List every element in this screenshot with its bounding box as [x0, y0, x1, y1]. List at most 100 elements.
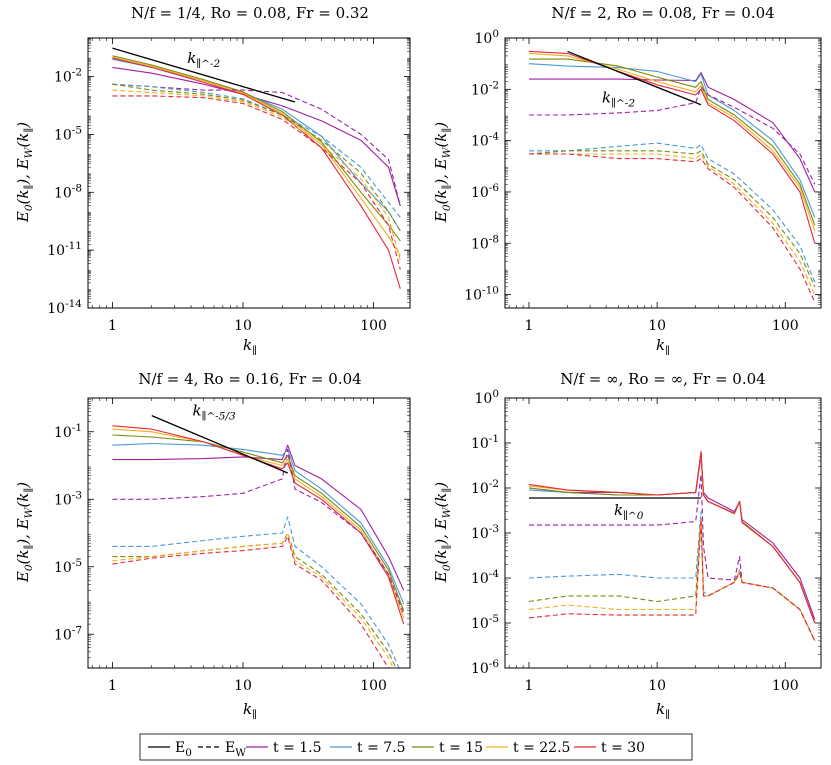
x-axis-label: k∥	[243, 700, 257, 721]
series-line-E0-15	[112, 55, 401, 242]
series-line-E0-1.5	[528, 455, 816, 620]
legend-label: t = 7.5	[357, 740, 406, 756]
legend-label: EW	[225, 740, 246, 759]
legend: E0 EW t = 1.5 t = 7.5 t = 15 t = 22.5 t = 30	[139, 733, 693, 761]
reference-slope-line	[151, 415, 288, 474]
y-axis-label: E0(k∥), EW(k∥)	[432, 482, 453, 583]
series-line-EW-15	[528, 518, 816, 642]
series-line-EW-7.5	[529, 142, 816, 283]
series-line-EW-15	[528, 150, 816, 288]
series-line-E0-22.5	[112, 56, 401, 257]
series-line-E0-22.5	[528, 452, 816, 624]
series-line-E0-1.5	[112, 66, 401, 206]
y-tick-label: 10-2	[471, 79, 499, 98]
y-tick-label: 10-5	[54, 124, 82, 143]
series-line-E0-22.5	[112, 428, 405, 619]
y-tick-label: 10-3	[471, 523, 499, 542]
x-tick-label: 100	[360, 318, 387, 334]
series-line-EW-7.5	[112, 516, 400, 668]
y-tick-label: 10-6	[471, 182, 499, 201]
slope-annotation: k∥^-2	[187, 49, 220, 70]
series-line-EW-22.5	[528, 518, 816, 642]
x-tick-label: 1	[108, 318, 117, 334]
x-axis-label: k∥	[656, 700, 670, 721]
legend-label: t = 30	[601, 740, 645, 756]
y-tick-label: 10-8	[471, 233, 499, 252]
reference-slope-line	[567, 50, 702, 106]
chart-panel-2: N/f = 2, Ro = 0.08, Fr = 0.04 k∥ E0(k∥), E…	[432, 4, 822, 357]
series-line-E0-15	[529, 58, 816, 226]
chart-title: N/f = 2, Ro = 0.08, Fr = 0.04	[551, 4, 774, 22]
slope-annotation: k∥^-5/3	[192, 402, 236, 423]
legend-label: t = 15	[439, 740, 483, 756]
x-tick-label: 10	[234, 318, 252, 334]
x-tick-label: 10	[234, 678, 252, 694]
series-group	[112, 47, 401, 289]
series-line-EW-1.5	[529, 473, 816, 642]
chart-title: N/f = 4, Ro = 0.16, Fr = 0.04	[138, 370, 361, 388]
y-tick-label: 10-4	[471, 131, 499, 150]
series-group	[528, 450, 816, 642]
x-tick-label: 100	[772, 678, 799, 694]
reference-slope-line	[112, 47, 296, 103]
y-axis-label: E0(k∥), EW(k∥)	[432, 122, 453, 223]
chart-panel-3: N/f = 4, Ro = 0.16, Fr = 0.04 k∥ E0(k∥), E…	[14, 370, 411, 721]
x-tick-label: 1	[525, 318, 534, 334]
x-tick-label: 10	[648, 318, 666, 334]
y-tick-label: 10-8	[54, 182, 82, 201]
slope-annotation: k∥^-2	[602, 89, 635, 110]
chart-title: N/f = 1/4, Ro = 0.08, Fr = 0.32	[131, 4, 369, 22]
y-tick-label: 10-4	[471, 568, 499, 587]
x-axis-label: k∥	[243, 336, 257, 357]
slope-annotation: k∥^0	[614, 501, 644, 522]
x-tick-label: 10	[648, 678, 666, 694]
series-line-E0-1.5	[112, 444, 405, 591]
y-tick-label: 10-11	[47, 240, 82, 259]
y-tick-label: 10-3	[54, 489, 82, 508]
y-tick-label: 10-5	[54, 557, 82, 576]
series-line-E0-7.5	[528, 63, 816, 218]
y-tick-label: 10-1	[54, 422, 82, 441]
series-line-E0-7.5	[528, 452, 816, 624]
series-line-E0-30	[112, 425, 405, 625]
series-line-E0-15	[528, 452, 816, 624]
series-line-EW-22.5	[112, 89, 401, 261]
series-line-E0-7.5	[112, 58, 401, 232]
series-line-E0-15	[112, 434, 405, 611]
y-tick-label: 10-6	[471, 658, 499, 677]
x-axis-label: k∥	[656, 336, 670, 357]
plot-frame	[504, 397, 822, 669]
y-tick-label: 100	[474, 388, 499, 407]
y-tick-label: 10-2	[54, 67, 82, 86]
series-line-EW-30	[112, 535, 390, 668]
chart-panel-4: N/f = ∞, Ro = ∞, Fr = 0.04 k∥ E0(k∥), EW(k…	[432, 370, 822, 721]
plot-frame	[87, 397, 411, 669]
series-group	[528, 50, 816, 303]
series-line-EW-7.5	[528, 510, 816, 642]
series-line-EW-22.5	[529, 153, 816, 295]
legend-label: E0	[175, 740, 192, 759]
y-tick-label: 10-10	[464, 285, 499, 304]
y-tick-label: 10-5	[471, 613, 499, 632]
y-tick-label: 10-2	[471, 478, 499, 497]
series-line-EW-30	[112, 95, 401, 270]
chart-panel-1: N/f = 1/4, Ro = 0.08, Fr = 0.32 k∥ E0(k∥),…	[14, 4, 411, 357]
legend-label: t = 1.5	[273, 740, 322, 756]
plot-frame	[504, 37, 822, 309]
series-line-EW-15	[112, 83, 401, 232]
series-line-E0-1.5	[529, 72, 816, 193]
series-line-EW-30	[529, 153, 816, 303]
series-line-EW-30	[528, 518, 816, 642]
x-tick-label: 1	[525, 678, 534, 694]
series-line-EW-1.5	[112, 448, 405, 615]
y-tick-label: 10-7	[54, 624, 82, 643]
y-tick-label: 100	[474, 28, 499, 47]
x-tick-label: 1	[108, 678, 117, 694]
series-line-E0-7.5	[112, 442, 405, 605]
series-line-EW-7.5	[112, 83, 401, 218]
x-tick-label: 100	[360, 678, 387, 694]
y-axis-label: E0(k∥), EW(k∥)	[14, 122, 35, 223]
chart-title: N/f = ∞, Ro = ∞, Fr = 0.04	[560, 370, 765, 388]
series-line-E0-30	[112, 57, 401, 289]
